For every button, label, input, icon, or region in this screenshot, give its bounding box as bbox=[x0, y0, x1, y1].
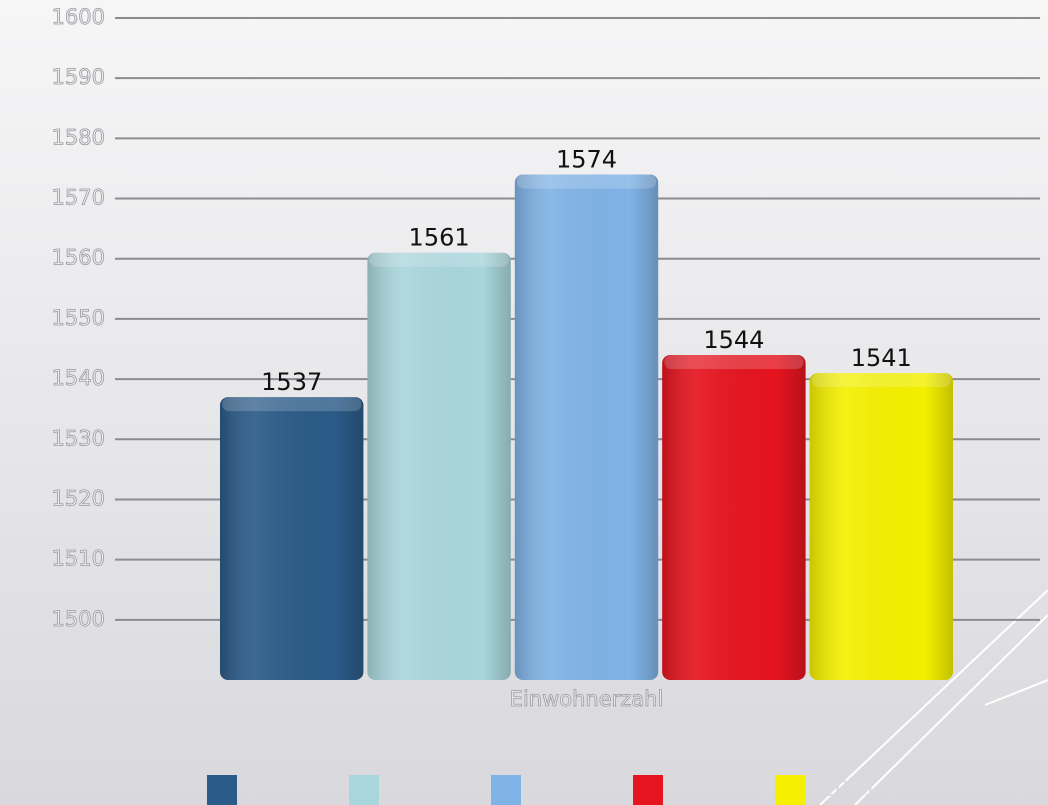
bar-top bbox=[369, 252, 509, 267]
y-tick-label: 1540 bbox=[52, 366, 105, 390]
legend-label: 2020 bbox=[679, 777, 735, 802]
x-tick-label: Einwohnerzahl bbox=[510, 687, 664, 711]
y-tick-label: 1520 bbox=[52, 486, 105, 510]
bar-shading bbox=[662, 355, 806, 680]
y-tick-label: 1510 bbox=[52, 547, 105, 571]
bar-shading bbox=[367, 252, 511, 680]
data-label: 1561 bbox=[409, 224, 470, 252]
y-tick-label: 1570 bbox=[52, 186, 105, 210]
y-tick-label: 1500 bbox=[52, 607, 105, 631]
y-tick-label: 1560 bbox=[52, 246, 105, 270]
bar-top bbox=[664, 355, 804, 370]
legend-label: 2019 bbox=[537, 777, 593, 802]
legend-label: 2017 bbox=[253, 777, 309, 802]
data-label: 1574 bbox=[556, 145, 617, 173]
data-label: 1537 bbox=[261, 368, 322, 396]
legend-swatch bbox=[491, 775, 521, 805]
bar-shading bbox=[514, 174, 659, 681]
legend-label: 2021 bbox=[821, 777, 877, 802]
data-label: 1544 bbox=[703, 326, 764, 354]
legend-label: 2018 bbox=[395, 777, 451, 802]
bar-top bbox=[222, 397, 362, 412]
y-tick-label: 1550 bbox=[52, 306, 105, 330]
legend-swatch bbox=[775, 775, 805, 805]
legend-swatch bbox=[349, 775, 379, 805]
decoration bbox=[819, 589, 1048, 805]
bar-top bbox=[811, 373, 951, 388]
y-tick-label: 1580 bbox=[52, 125, 105, 149]
legend-swatch bbox=[633, 775, 663, 805]
y-tick-label: 1600 bbox=[52, 5, 105, 29]
bar-shading bbox=[220, 397, 364, 680]
bar-shading bbox=[809, 373, 953, 680]
y-tick-label: 1590 bbox=[52, 65, 105, 89]
legend-swatch bbox=[207, 775, 237, 805]
data-label: 1541 bbox=[851, 344, 912, 372]
bar-top bbox=[516, 174, 657, 189]
y-tick-label: 1530 bbox=[52, 426, 105, 450]
